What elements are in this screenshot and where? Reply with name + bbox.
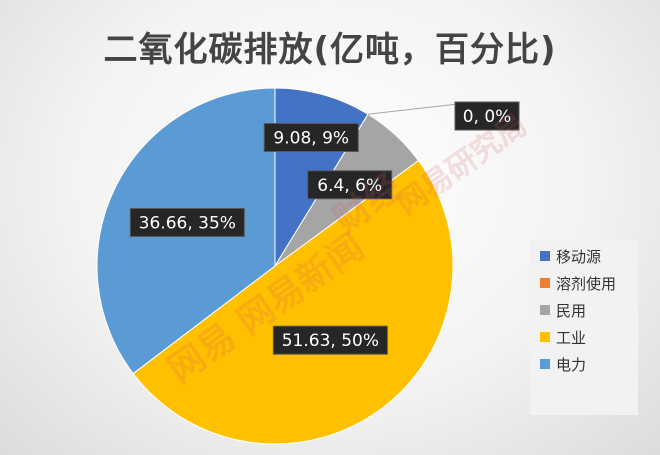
legend-label: 溶剂使用 (556, 274, 617, 293)
svg-text:0, 0%: 0, 0% (463, 107, 512, 127)
data-label-3: 51.63, 50% (272, 325, 388, 355)
pie-slice-3 (132, 159, 454, 445)
legend-item-residential: 民用 (540, 299, 638, 321)
legend-swatch (540, 332, 550, 342)
svg-text:51.63, 50%: 51.63, 50% (282, 331, 379, 351)
data-label-4: 36.66, 35% (129, 207, 245, 237)
legend-label: 移动源 (556, 247, 602, 266)
legend-swatch (540, 359, 550, 369)
legend-swatch (540, 278, 550, 288)
legend-swatch (540, 305, 550, 315)
svg-text:6.4, 6%: 6.4, 6% (317, 176, 382, 196)
legend-label: 电力 (556, 355, 587, 374)
legend-label: 民用 (556, 301, 587, 320)
data-label-0: 9.08, 9% (263, 123, 359, 153)
chart-title: 二氧化碳排放(亿吨，百分比) (103, 30, 557, 70)
svg-text:9.08, 9%: 9.08, 9% (273, 129, 349, 149)
legend-swatch (540, 251, 550, 261)
legend-label: 工业 (556, 328, 587, 347)
legend-item-industry: 工业 (540, 326, 638, 348)
legend-item-power: 电力 (540, 353, 638, 375)
legend-item-solvent: 溶剂使用 (540, 272, 638, 294)
data-label-1: 0, 0% (454, 101, 520, 131)
legend-item-mobile: 移动源 (540, 245, 638, 267)
leader-line (367, 103, 459, 115)
data-label-2: 6.4, 6% (307, 170, 393, 200)
svg-text:36.66, 35%: 36.66, 35% (139, 213, 236, 233)
legend: 移动源 溶剂使用 民用 工业 电力 (530, 240, 638, 415)
